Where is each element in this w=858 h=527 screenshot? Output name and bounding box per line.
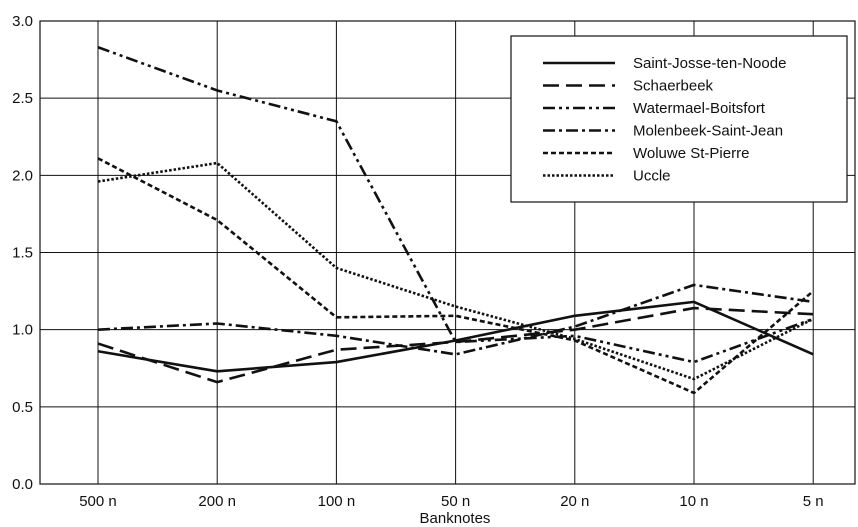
y-tick-label: 2.0: [12, 167, 33, 184]
x-tick-label: 20 n: [560, 493, 589, 510]
x-tick-label: 100 n: [318, 493, 356, 510]
series-lines: [97, 46, 815, 395]
series-line: [97, 157, 815, 395]
series-line: [97, 283, 814, 356]
series-line: [97, 300, 814, 373]
legend-label: Watermael-Boitsfort: [633, 100, 766, 117]
x-axis-ticks: 500 n 200 n 100 n 50 n 20 n 10 n 5 n: [79, 493, 823, 510]
x-tick-label: 10 n: [679, 493, 708, 510]
y-tick-label: 0.0: [12, 476, 33, 493]
legend-label: Woluwe St-Pierre: [633, 145, 749, 162]
y-axis-ticks: 0.0 0.5 1.0 1.5 2.0 2.5 3.0: [12, 13, 33, 493]
series-line: [97, 161, 814, 381]
x-tick-label: 50 n: [441, 493, 470, 510]
x-tick-label: 500 n: [79, 493, 117, 510]
x-axis-label: Banknotes: [420, 510, 491, 527]
legend-label: Saint-Josse-ten-Noode: [633, 55, 786, 72]
y-tick-label: 1.0: [12, 322, 33, 339]
legend-label: Schaerbeek: [633, 78, 714, 95]
y-tick-label: 3.0: [12, 13, 33, 30]
series-line: [97, 46, 814, 364]
y-tick-label: 1.5: [12, 245, 33, 262]
y-tick-label: 0.5: [12, 399, 33, 416]
legend: Saint-Josse-ten-Noode Schaerbeek Watermael…: [510, 35, 848, 203]
y-tick-label: 2.5: [12, 90, 33, 107]
plot-frame: [39, 20, 856, 485]
legend-label: Molenbeek-Saint-Jean: [633, 123, 783, 140]
x-tick-label: 5 n: [803, 493, 824, 510]
legend-label: Uccle: [633, 168, 671, 185]
series-line: [97, 306, 814, 384]
x-tick-label: 200 n: [198, 493, 236, 510]
